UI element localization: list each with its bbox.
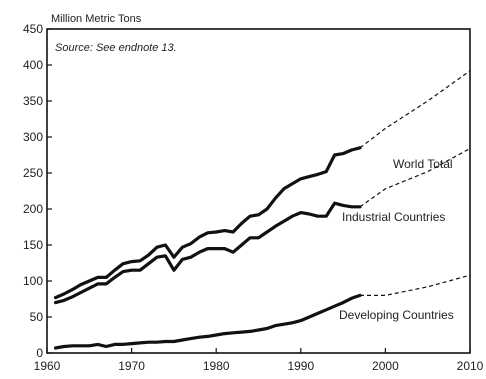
projection-line-industrial-countries [359, 147, 471, 208]
x-tick-label: 1960 [34, 359, 61, 373]
x-tick-label: 1980 [203, 359, 230, 373]
x-tick-label: 1990 [287, 359, 314, 373]
series-line-industrial-countries [53, 201, 362, 305]
unit-label: Million Metric Tons [51, 13, 142, 25]
series-label-industrial-countries: Industrial Countries [342, 210, 445, 224]
y-axis: 0 50 100 150 200 250 300 350 400 450 [23, 22, 52, 360]
plot-frame [46, 28, 471, 354]
y-tick-label: 300 [23, 130, 43, 144]
y-tick-label: 200 [23, 202, 43, 216]
y-tick-label: 0 [36, 346, 43, 360]
y-tick-label: 350 [23, 94, 43, 108]
series-labels: World Total Industrial Countries Develop… [339, 157, 454, 322]
projection-line-world-total [359, 70, 471, 149]
projection-line-developing-countries [360, 274, 471, 296]
series-label-developing-countries: Developing Countries [339, 308, 454, 322]
x-tick-label: 1970 [118, 359, 145, 373]
y-tick-label: 250 [23, 166, 43, 180]
series-line-developing-countries [53, 293, 362, 350]
y-tick-label: 150 [23, 238, 43, 252]
y-tick-label: 50 [30, 310, 44, 324]
x-tick-label: 2000 [372, 359, 399, 373]
x-tick-label: 2010 [457, 359, 484, 373]
series-label-world-total: World Total [393, 157, 453, 171]
source-note: Source: See endnote 13. [55, 42, 177, 54]
series-layer [53, 70, 471, 350]
y-tick-label: 400 [23, 58, 43, 72]
x-axis: 1960 1970 1980 1990 2000 2010 [34, 348, 484, 373]
y-tick-label: 450 [23, 22, 43, 36]
series-line-world-total [53, 146, 362, 300]
y-tick-label: 100 [23, 274, 43, 288]
